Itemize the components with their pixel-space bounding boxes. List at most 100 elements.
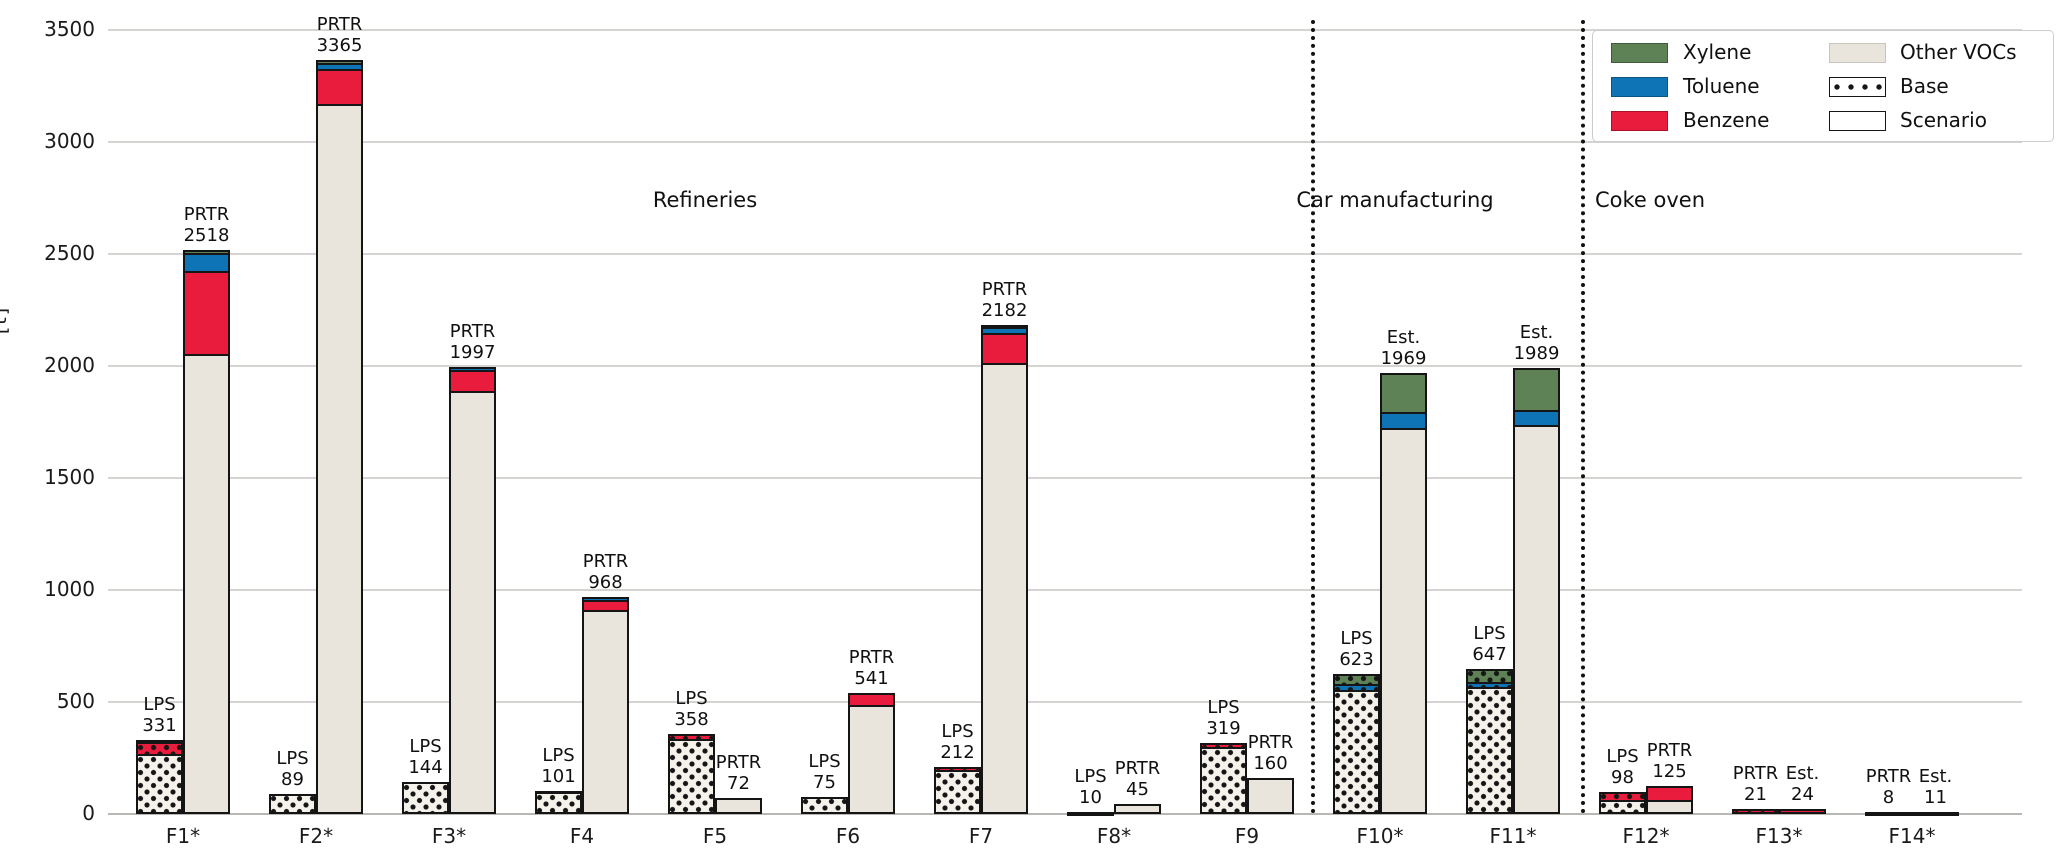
scenario-bar	[848, 692, 895, 814]
bar-total-label: 1969	[1380, 347, 1427, 369]
x-tick-label: F8*	[1096, 824, 1132, 848]
base-bar	[136, 739, 183, 814]
base-bar	[1599, 792, 1646, 814]
bar-total-label: 541	[854, 667, 889, 689]
gridline	[108, 589, 2022, 591]
base-bar	[1865, 812, 1912, 816]
legend-label: Benzene	[1683, 108, 1770, 132]
x-tick-label: F6	[835, 824, 861, 848]
bar-total-label: 1997	[449, 341, 496, 363]
x-tick-label: F2*	[298, 824, 334, 848]
bar-segment-other_vocs	[1200, 748, 1247, 814]
bar-kind-label: LPS	[1606, 746, 1639, 768]
bar-kind-label: PRTR	[715, 751, 762, 773]
x-tick-label: F5	[702, 824, 728, 848]
base-bar	[1466, 669, 1513, 814]
x-tick-label: F14*	[1888, 824, 1936, 848]
bar-kind-label: Est.	[1519, 322, 1554, 344]
base-bar	[668, 733, 715, 814]
bar-total-label: 144	[408, 756, 443, 778]
scenario-bar	[316, 60, 363, 814]
gridline	[108, 701, 2022, 703]
bar-segment-other_vocs	[934, 770, 981, 814]
bar-total-label: 319	[1206, 717, 1241, 739]
base-bar	[402, 781, 449, 814]
legend-swatch-toluene	[1611, 77, 1668, 97]
bar-value-label: LPS 623	[1297, 628, 1417, 670]
legend-label: Scenario	[1900, 108, 1987, 132]
y-axis-label: [t]	[0, 305, 11, 335]
x-tick-label: F7	[968, 824, 994, 848]
base-bar	[1333, 674, 1380, 814]
bar-value-label: LPS 319	[1164, 697, 1284, 739]
base-bar	[934, 766, 981, 814]
bar-kind-label: LPS	[276, 748, 309, 770]
bar-value-label: PRTR 2518	[147, 204, 267, 246]
y-tick-label: 3500	[44, 17, 95, 41]
legend-swatch-base	[1829, 77, 1886, 97]
bar-kind-label: LPS	[1340, 628, 1373, 650]
bar-total-label: 10	[1079, 786, 1102, 808]
y-tick-label: 500	[56, 689, 95, 713]
bar-kind-label: PRTR	[1247, 732, 1294, 754]
bar-total-label: 2518	[183, 224, 230, 246]
x-tick-label: F10*	[1356, 824, 1404, 848]
bar-kind-label: LPS	[675, 687, 708, 709]
bar-segment-benzene	[183, 271, 230, 355]
bar-total-label: 11	[1924, 786, 1947, 808]
bar-value-label: PRTR 160	[1211, 732, 1331, 774]
y-tick-label: 3000	[44, 129, 95, 153]
bar-value-label: PRTR 968	[546, 551, 666, 593]
scenario-bar	[1380, 372, 1427, 814]
bar-total-label: 75	[813, 772, 836, 794]
legend-label: Xylene	[1683, 40, 1752, 64]
bar-value-label: Est. 1989	[1477, 322, 1597, 364]
x-tick-label: F4	[569, 824, 595, 848]
scenario-bar	[1247, 778, 1294, 814]
bar-segment-other_vocs	[668, 740, 715, 814]
x-tick-label: F3*	[431, 824, 467, 848]
base-bar	[801, 797, 848, 814]
y-tick-label: 0	[82, 801, 95, 825]
scenario-bar	[449, 366, 496, 814]
bar-total-label: 98	[1611, 767, 1634, 789]
bar-kind-label: PRTR	[316, 14, 363, 36]
bar-kind-label: LPS	[808, 751, 841, 773]
bar-value-label: PRTR 8	[1829, 766, 1949, 808]
bar-total-label: 125	[1652, 761, 1687, 782]
bar-kind-label: PRTR	[1114, 757, 1161, 779]
scenario-bar	[582, 597, 629, 814]
bar-kind-label: PRTR	[981, 279, 1028, 301]
bar-value-label: LPS 212	[898, 721, 1018, 763]
bar-value-label: LPS 75	[765, 751, 885, 793]
y-tick-label: 1500	[44, 465, 95, 489]
bar-value-label: LPS 101	[499, 745, 619, 787]
bar-value-label: PRTR 1997	[413, 321, 533, 363]
base-bar	[1732, 809, 1779, 814]
bar-kind-label: LPS	[941, 720, 974, 742]
bar-segment-xylene	[1466, 669, 1513, 684]
bar-segment-other_vocs	[402, 782, 449, 814]
bar-total-label: 45	[1126, 778, 1149, 800]
scenario-bar	[715, 797, 762, 814]
gridline	[108, 141, 2022, 143]
bar-total-label: 72	[727, 772, 750, 794]
gridline	[108, 365, 2022, 367]
bar-kind-label: PRTR	[449, 320, 496, 342]
bar-segment-other_vocs	[1466, 688, 1513, 814]
bar-value-label: LPS 89	[233, 748, 353, 790]
y-tick-label: 2000	[44, 353, 95, 377]
scenario-bar	[1646, 786, 1693, 814]
x-tick-label: F1*	[165, 824, 201, 848]
bar-value-label: LPS 358	[632, 688, 752, 730]
bar-segment-other_vocs	[316, 105, 363, 814]
scenario-bar	[1912, 811, 1959, 816]
bar-total-label: 647	[1472, 644, 1507, 666]
bar-total-label: 358	[674, 708, 709, 730]
section-title: Refineries	[652, 188, 758, 212]
bar-total-label: 968	[588, 572, 623, 594]
section-separator	[1311, 20, 1315, 814]
bar-kind-label: LPS	[1207, 696, 1240, 718]
bar-total-label: 623	[1339, 649, 1374, 671]
scenario-bar	[1114, 803, 1161, 814]
